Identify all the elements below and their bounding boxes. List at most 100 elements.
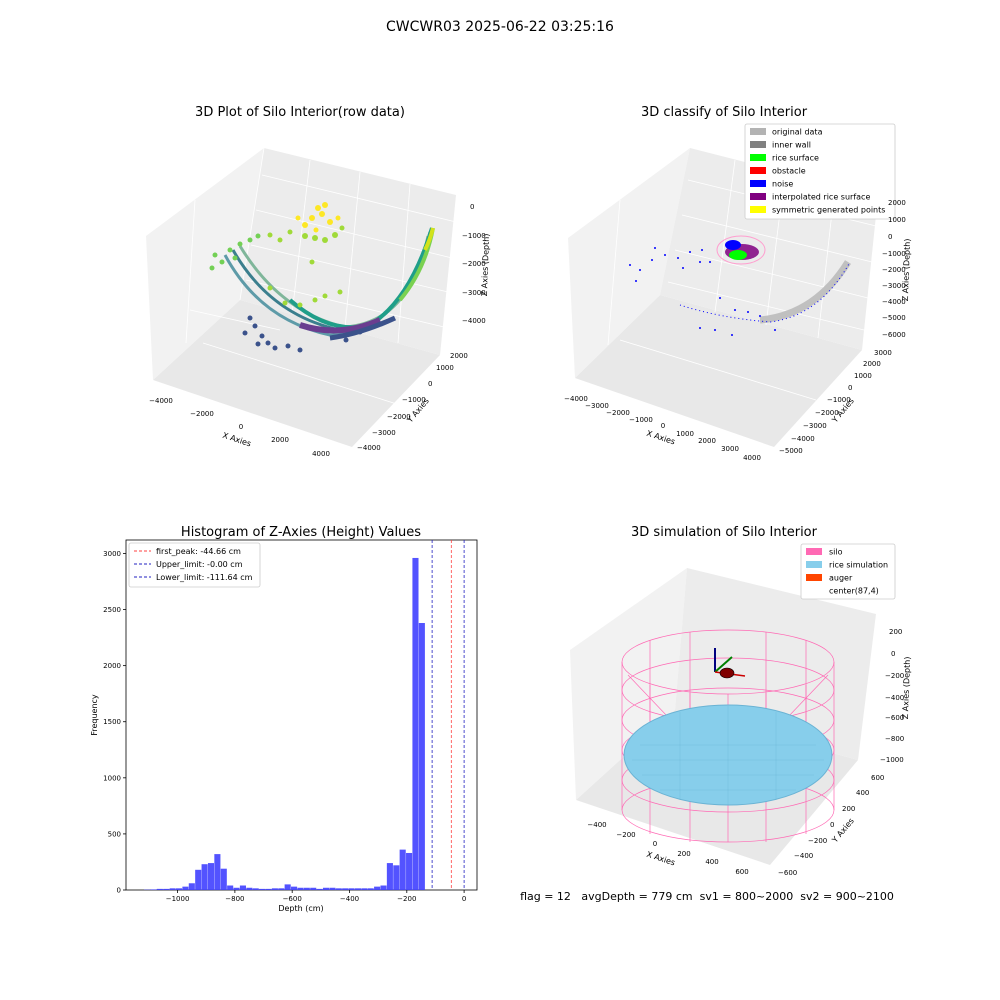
panel1-green-cluster [267,225,345,308]
histogram-bar [322,887,330,890]
panel2-xtick: 0 [661,422,665,430]
histogram-bar [310,887,317,890]
histogram-ytick-label: 0 [117,887,121,895]
panel2-ytick: 0 [848,384,852,392]
panel-simulation: 3D simulation of Silo Interior [520,525,912,903]
panel4-rice-mesh [632,706,824,805]
panel-histogram: Histogram of Z-Axies (Height) Values −10… [90,525,478,913]
histogram-bar [329,887,336,890]
legend-swatch [806,548,822,555]
panel4-xtick: 200 [677,850,690,858]
panel2-noise-scatter [629,247,776,336]
histogram-bar [169,888,176,890]
panel4-ztick: 0 [891,650,895,658]
panel1-ytick: −1000 [402,396,426,404]
panel1-top-cluster [295,202,341,233]
panel4-ztick: −800 [885,735,904,743]
panel2-ytick: −4000 [791,435,815,443]
panel3-title: Histogram of Z-Axies (Height) Values [181,525,421,540]
panel2-pink-ring [716,235,766,265]
panel4-ztick: 200 [889,628,902,636]
panel1-right-band-top [423,227,435,251]
legend-entry-label: Lower_limit: -111.64 cm [156,573,253,582]
panel4-xtick: −400 [587,821,606,829]
histogram-bar [316,888,323,890]
panel1-xlabel: X Axies [221,431,252,449]
panel4-xtick: 600 [735,868,748,876]
figure-suptitle: CWCWR03 2025-06-22 03:25:16 [386,19,614,35]
panel1-xtick: 0 [239,423,243,431]
auger-body [719,667,735,679]
panel3-x-ticks: −1000 −800 −600 −400 −200 0 [166,890,466,903]
panel4-ytick: 600 [871,774,884,782]
histogram-bar [150,889,157,890]
panel-raw-data: 3D Plot of Silo Interior(row data) [146,105,491,458]
panel2-x-ticks: −4000 −3000 −2000 −1000 0 1000 2000 3000… [564,395,761,462]
legend-entry-label: rice surface [772,154,819,163]
panel4-z-ticks: 200 0 −200 −400 −600 −800 −1000 [880,628,904,764]
legend-swatch [750,206,766,213]
legend-swatch [750,154,766,161]
panel1-ytick: 1000 [436,364,454,372]
histogram-bar [188,883,195,890]
histogram-bar [291,886,298,890]
panel3-vlines [431,540,465,890]
histogram-bar [271,888,278,890]
histogram-bar [259,888,266,890]
panel1-bottom-band [299,317,382,334]
histogram-bar [386,863,393,890]
panel4-ytick: 200 [842,805,855,813]
histogram-ytick-label: 3000 [103,550,121,558]
panel2-xlabel: X Axies [645,429,676,447]
panel4-ztick: −1000 [880,756,904,764]
panel2-ztick: −4000 [882,298,906,306]
panel1-ztick: −4000 [462,317,486,325]
center-axis-y [714,656,733,673]
panel4-legend-frame [800,543,896,600]
histogram-bar [246,887,253,890]
panel2-xtick: 4000 [743,454,761,462]
legend-swatch [750,180,766,187]
histogram-bar [176,888,183,890]
panel4-ytick: 0 [830,821,834,829]
histogram-bar [227,885,234,890]
panel2-z-ticks: 2000 1000 0 −1000 −2000 −3000 −4000 −500… [882,199,906,339]
panel4-ytick: 400 [856,789,869,797]
histogram-xtick-label: −600 [283,895,302,903]
panel1-ytick: −2000 [387,413,411,421]
legend-entry-label: first_peak: -44.66 cm [156,547,241,556]
panel1-z-ticks: 0 −1000 −2000 −3000 −4000 [462,203,486,325]
panel4-x-ticks: −400 −200 0 200 400 600 [587,821,748,876]
panel2-legend: original data inner wall rice surface obsta… [744,123,896,220]
panel1-xtick: −4000 [149,397,173,405]
legend-swatch [750,128,766,135]
panel4-xtick: 400 [705,858,718,866]
panel2-ytick: −2000 [815,409,839,417]
panel2-title: 3D classify of Silo Interior [641,105,808,120]
histogram-bar [348,888,355,890]
histogram-bar [335,888,342,890]
histogram-xtick-label: −800 [225,895,244,903]
panel2-ztick: −3000 [882,282,906,290]
panel3-y-ticks: 0 500 1000 1500 2000 2500 3000 [103,550,126,895]
panel4-title: 3D simulation of Silo Interior [631,525,818,540]
legend-swatch [750,167,766,174]
histogram-bar [265,888,272,890]
histogram-bar [374,886,381,890]
panel2-blue-center [725,240,741,250]
panel1-ztick: −1000 [462,232,486,240]
panel2-ztick: 0 [888,233,892,241]
panel1-pane-back-left [146,148,264,380]
status-footer-text: flag = 12 avgDepth = 779 cm sv1 = 800~20… [520,890,894,903]
panel1-title: 3D Plot of Silo Interior(row data) [195,105,405,120]
panel3-ylabel: Frequency [90,694,99,736]
histogram-bar [418,623,425,890]
panel3-bars [144,557,425,890]
panel1-pane-floor [153,300,440,447]
panel-classify: 3D classify of Silo Interior [564,105,912,462]
histogram-xtick-label: −200 [397,895,416,903]
legend-entry-label: auger [829,574,853,583]
panel4-ytick: −400 [794,852,813,860]
histogram-bar [233,887,240,890]
